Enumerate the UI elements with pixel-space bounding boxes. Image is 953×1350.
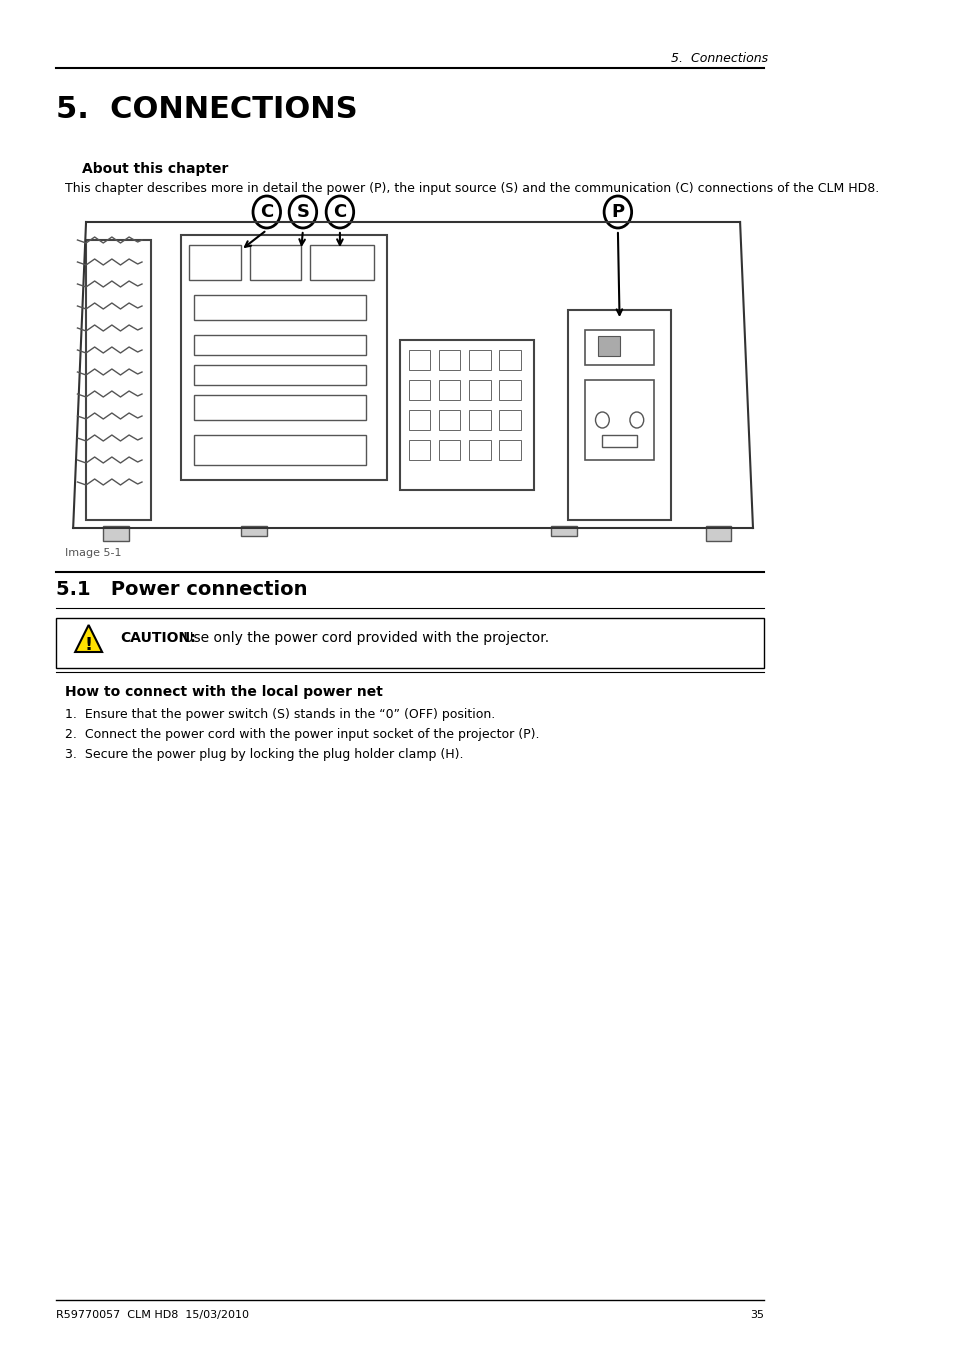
Bar xyxy=(498,379,520,400)
Bar xyxy=(193,296,365,320)
Text: 35: 35 xyxy=(749,1310,763,1320)
Bar xyxy=(408,350,430,370)
Bar xyxy=(189,244,241,279)
Bar xyxy=(438,440,460,460)
Text: C: C xyxy=(333,202,346,221)
Bar xyxy=(584,379,654,460)
Text: 3.  Secure the power plug by locking the plug holder clamp (H).: 3. Secure the power plug by locking the … xyxy=(65,748,462,761)
Bar xyxy=(408,410,430,431)
Bar xyxy=(550,526,576,536)
Text: 1.  Ensure that the power switch (S) stands in the “0” (OFF) position.: 1. Ensure that the power switch (S) stan… xyxy=(65,707,495,721)
Text: How to connect with the local power net: How to connect with the local power net xyxy=(65,684,382,699)
Bar xyxy=(438,379,460,400)
Text: S: S xyxy=(296,202,309,221)
Bar xyxy=(408,379,430,400)
Bar xyxy=(193,396,365,420)
Bar xyxy=(598,336,618,356)
Bar xyxy=(469,379,490,400)
Bar xyxy=(498,410,520,431)
Bar xyxy=(103,526,129,541)
Text: Use only the power cord provided with the projector.: Use only the power cord provided with th… xyxy=(179,630,549,645)
Bar xyxy=(469,440,490,460)
Bar xyxy=(438,350,460,370)
Bar xyxy=(705,526,731,541)
Bar xyxy=(241,526,267,536)
Text: 5.  CONNECTIONS: 5. CONNECTIONS xyxy=(56,95,357,124)
Bar xyxy=(408,440,430,460)
Bar xyxy=(310,244,374,279)
Bar xyxy=(601,435,637,447)
Bar xyxy=(250,244,301,279)
Text: 5.  Connections: 5. Connections xyxy=(671,53,767,65)
Text: !: ! xyxy=(85,636,92,653)
Bar xyxy=(469,350,490,370)
Bar xyxy=(193,364,365,385)
Text: R59770057  CLM HD8  15/03/2010: R59770057 CLM HD8 15/03/2010 xyxy=(56,1310,249,1320)
Polygon shape xyxy=(75,625,102,652)
Text: CAUTION:: CAUTION: xyxy=(120,630,196,645)
Bar xyxy=(193,435,365,464)
Text: This chapter describes more in detail the power (P), the input source (S) and th: This chapter describes more in detail th… xyxy=(65,182,878,194)
Text: C: C xyxy=(260,202,274,221)
Bar xyxy=(498,440,520,460)
Bar xyxy=(584,329,654,364)
Text: Image 5-1: Image 5-1 xyxy=(65,548,121,558)
Text: P: P xyxy=(611,202,624,221)
Bar xyxy=(438,410,460,431)
Text: 2.  Connect the power cord with the power input socket of the projector (P).: 2. Connect the power cord with the power… xyxy=(65,728,538,741)
Bar xyxy=(193,335,365,355)
Text: About this chapter: About this chapter xyxy=(82,162,228,176)
Bar xyxy=(498,350,520,370)
Bar xyxy=(56,618,763,668)
Bar xyxy=(469,410,490,431)
Text: 5.1   Power connection: 5.1 Power connection xyxy=(56,580,307,599)
